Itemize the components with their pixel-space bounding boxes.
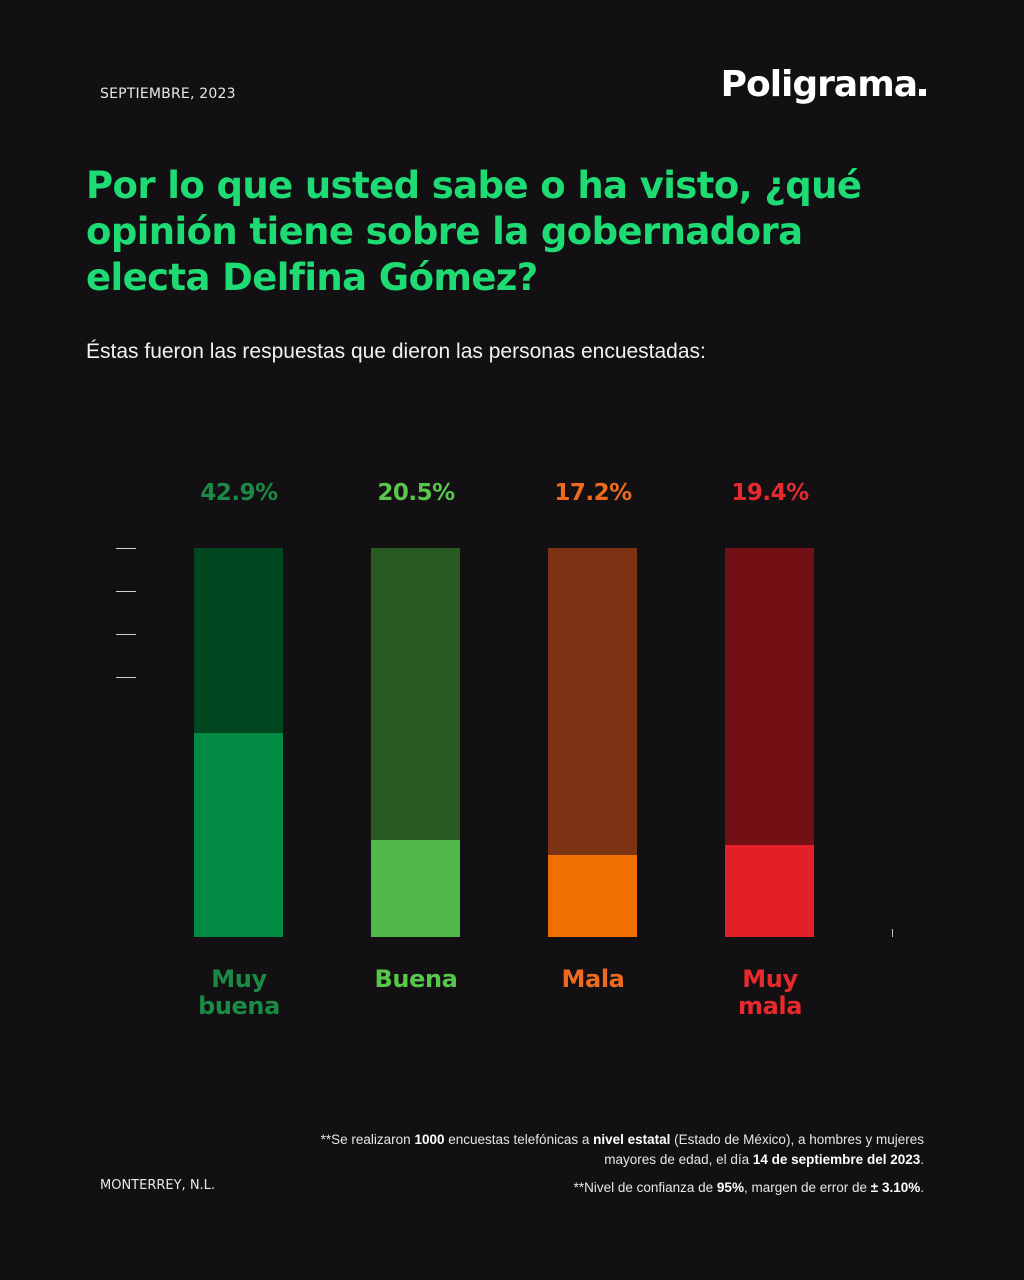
category-label: Buena [326,966,506,993]
brand-name: Poligrama [720,64,918,105]
bar-track [194,548,283,937]
bar-track [371,548,460,937]
axis-ticks [116,548,136,688]
method-note: **Se realizaron 1000 encuestas telefónic… [320,1132,924,1167]
category-label: Muy mala [680,966,860,1020]
data-label: 20.5% [377,480,455,506]
bar [725,845,814,937]
category-label: Muy buena [149,966,329,1020]
category-label-line: Mala [561,965,625,993]
methodology-notes: **Se realizaron 1000 encuestas telefónic… [304,1130,924,1198]
category-label-line: Muy [211,965,267,993]
survey-question: Por lo que usted sabe o ha visto, ¿qué o… [86,164,862,299]
confidence-note: **Nivel de confianza de 95%, margen de e… [573,1180,924,1195]
location-label: MONTERREY, N.L. [100,1178,216,1193]
bar-group-buena: 20.5% Buena [326,470,506,1050]
category-label-line: Buena [374,965,458,993]
data-label: 17.2% [554,480,632,506]
bar-group-muy-buena: 42.9% Muy buena [149,470,329,1050]
axis-tick [116,677,136,678]
axis-tick [116,591,136,592]
axis-tick [116,634,136,635]
brand-dot-icon [919,89,926,96]
survey-date: SEPTIEMBRE, 2023 [100,86,236,102]
bar-group-muy-mala: 19.4% Muy mala [680,470,860,1050]
category-label: Mala [503,966,683,993]
bar [194,733,283,937]
bar [371,840,460,937]
category-label-line: buena [198,992,280,1020]
axis-tick [116,548,136,549]
bar-group-mala: 17.2% Mala [503,470,683,1050]
chart-subtitle: Éstas fueron las respuestas que dieron l… [86,340,706,363]
axis-tick [892,929,893,937]
category-label-line: mala [737,992,803,1020]
bar-track [725,548,814,937]
bar-track [548,548,637,937]
bar [548,855,637,937]
category-label-line: Muy [742,965,798,993]
brand-logo: Poligrama [721,64,926,105]
data-label: 42.9% [200,480,278,506]
data-label: 19.4% [731,480,809,506]
